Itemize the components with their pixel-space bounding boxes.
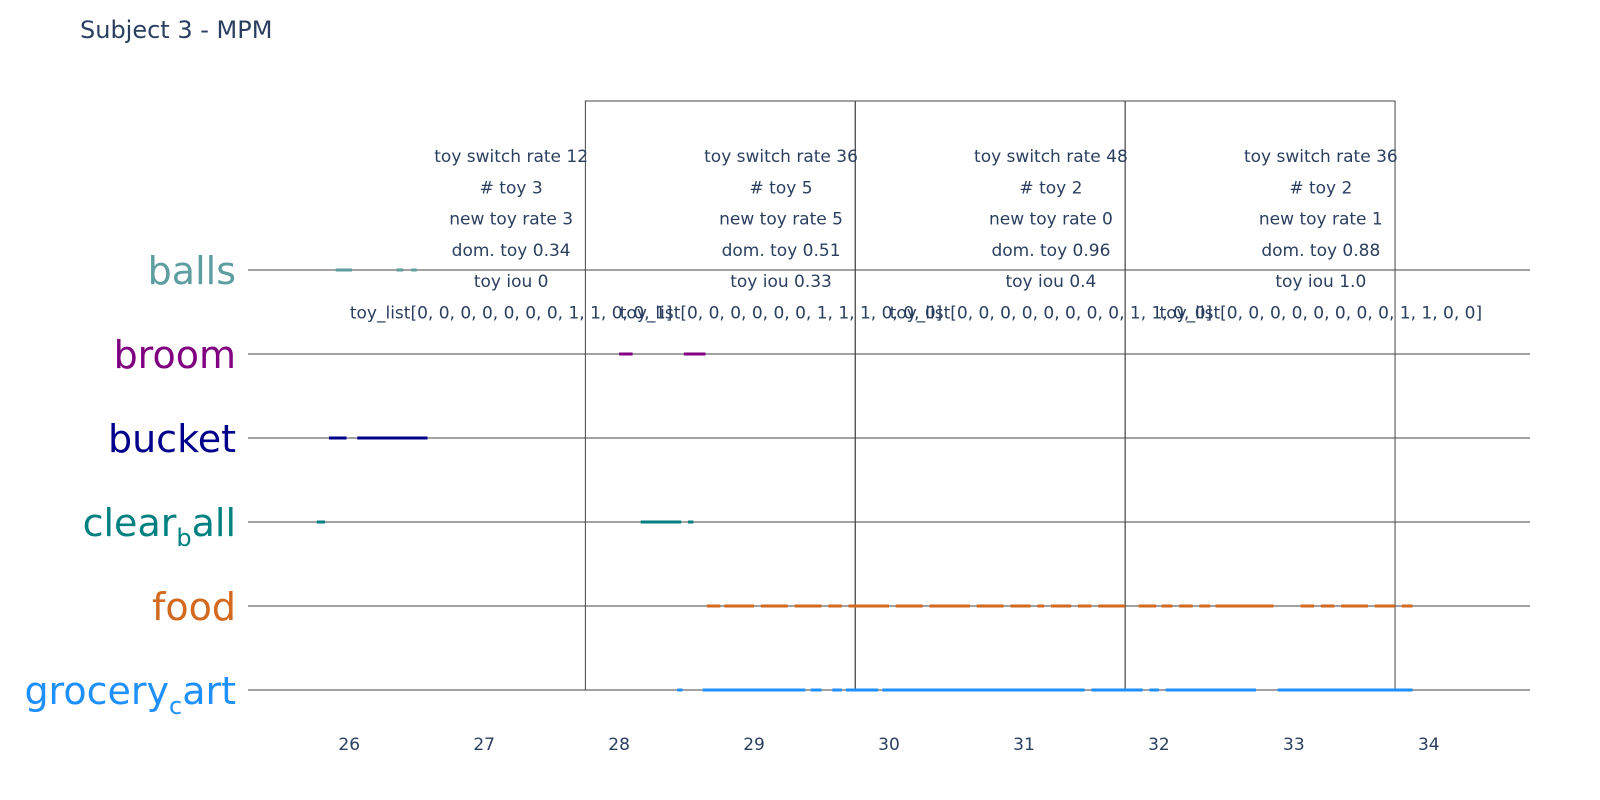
row-label-grocery-cart: grocerycart	[24, 669, 236, 720]
window-annotation-line: new toy rate 1	[1259, 210, 1383, 230]
x-tick-label: 29	[743, 735, 765, 755]
row-label-broom: broom	[114, 333, 236, 377]
window-annotation-line: toy_list[0, 0, 0, 0, 0, 0, 1, 1, 1, 0, 0…	[620, 304, 943, 324]
window-annotation-line: dom. toy 0.96	[991, 241, 1110, 261]
window-annotation-line: # toy 3	[480, 178, 543, 198]
activity-segments	[316, 268, 1413, 692]
window-annotation-line: toy switch rate 12	[434, 147, 588, 167]
x-tick-label: 28	[608, 735, 630, 755]
x-tick-label: 26	[338, 735, 360, 755]
window-box	[584, 100, 856, 691]
row-label-clear-ball: clearball	[83, 501, 236, 552]
x-tick-label: 27	[473, 735, 495, 755]
window-annotation-line: new toy rate 5	[719, 210, 843, 230]
window-annotation-line: toy iou 0	[474, 272, 549, 292]
x-tick-label: 33	[1283, 735, 1305, 755]
window-box	[854, 100, 1126, 691]
window-annotation-line: # toy 2	[1019, 178, 1082, 198]
window-annotation-line: toy switch rate 48	[974, 147, 1128, 167]
window-annotation-line: dom. toy 0.88	[1261, 241, 1380, 261]
row-label-balls: balls	[148, 249, 236, 293]
x-tick-label: 31	[1013, 735, 1035, 755]
window-box	[1124, 100, 1396, 691]
window-annotation-line: toy iou 0.33	[730, 272, 832, 292]
window-annotations: toy switch rate 12 # toy 3 new toy rate 3 d…	[350, 147, 1482, 324]
window-annotation-line: new toy rate 0	[989, 210, 1113, 230]
window-annotation-line: # toy 5	[750, 178, 813, 198]
row-lines	[248, 269, 1530, 691]
row-label-food: food	[152, 585, 236, 629]
window-annotation-line: dom. toy 0.51	[722, 241, 841, 261]
window-annotation-line: toy iou 0.4	[1005, 272, 1096, 292]
x-tick-label: 32	[1148, 735, 1170, 755]
window-annotation-line: toy switch rate 36	[1244, 147, 1398, 167]
window-annotation-line: toy switch rate 36	[704, 147, 858, 167]
window-annotation-line: # toy 2	[1289, 178, 1352, 198]
window-annotation-line: toy iou 1.0	[1275, 272, 1366, 292]
window-annotation-line: toy_list[0, 0, 0, 0, 0, 0, 0, 0, 1, 1, 0…	[1160, 304, 1483, 324]
window-annotation-line: new toy rate 3	[449, 210, 573, 230]
window-annotation-line: toy_list[0, 0, 0, 0, 0, 0, 0, 0, 1, 1, 0…	[890, 304, 1213, 324]
row-label-bucket: bucket	[108, 417, 236, 461]
window-boxes	[584, 100, 1396, 691]
row-labels: balls broom bucket clearball food grocerycart	[24, 249, 236, 720]
window-annotation-line: toy_list[0, 0, 0, 0, 0, 0, 0, 1, 1, 0, 0…	[350, 304, 673, 324]
chart-title: Subject 3 - MPM	[80, 16, 273, 44]
x-tick-label: 30	[878, 735, 900, 755]
window-annotation-line: dom. toy 0.34	[452, 241, 571, 261]
x-axis-ticks: 26 27 28 29 30 31 32 33 34	[338, 735, 1439, 755]
x-tick-label: 34	[1418, 735, 1440, 755]
